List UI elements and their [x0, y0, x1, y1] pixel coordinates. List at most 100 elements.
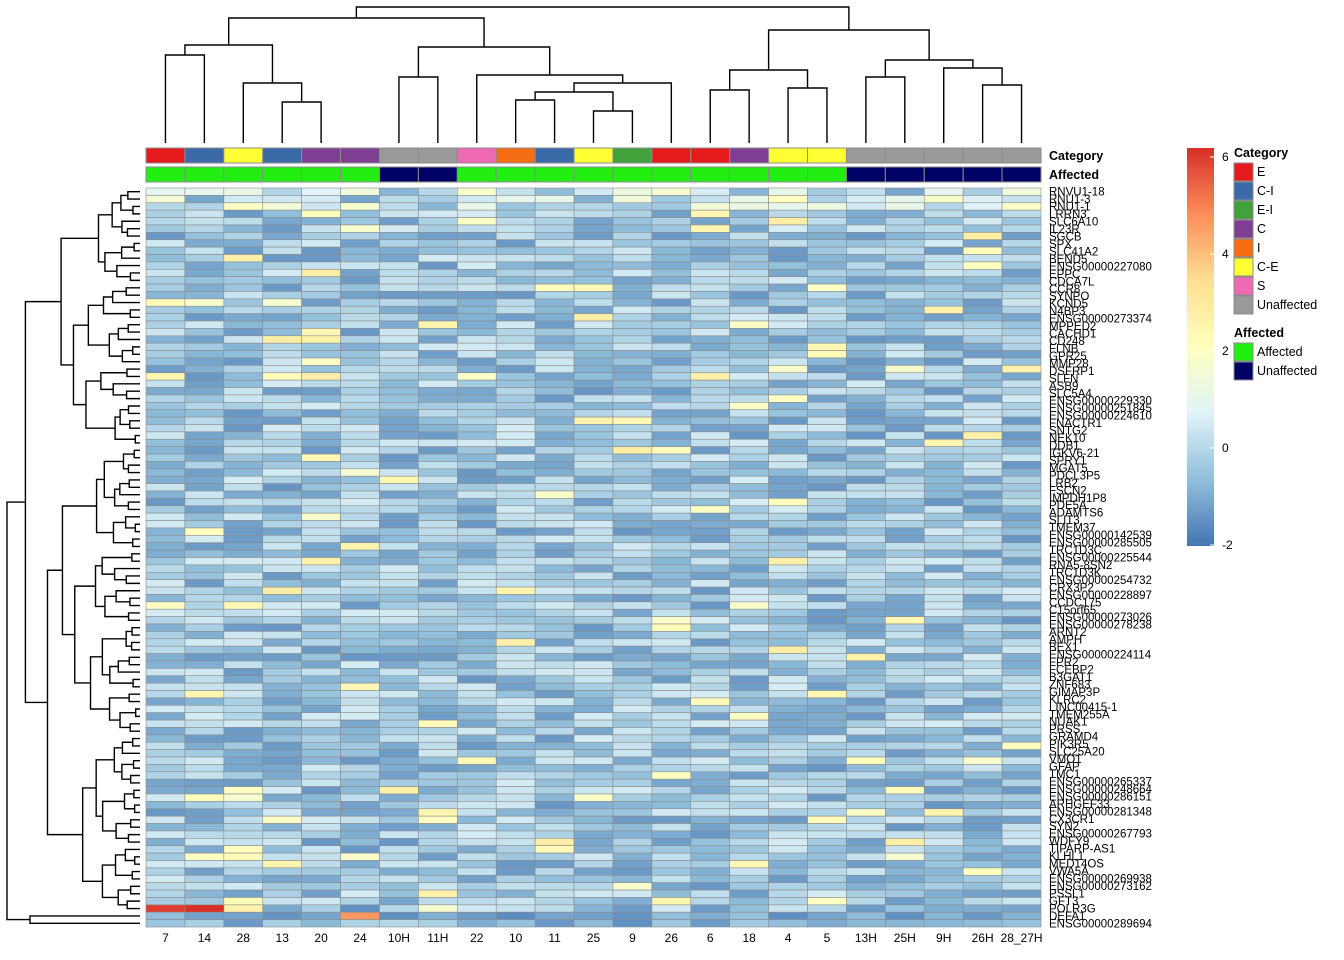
heatmap-cell [534, 291, 575, 300]
heatmap-cell [340, 512, 380, 521]
category-legend-swatch [1233, 257, 1254, 277]
heatmap-cell [262, 682, 302, 691]
heatmap-cell [846, 535, 886, 544]
dendrogram-branch [97, 214, 113, 263]
heatmap-cell [340, 919, 380, 928]
heatmap-cell [418, 453, 458, 462]
heatmap-cell [962, 512, 1003, 521]
heatmap-cell [612, 830, 653, 839]
heatmap-cell [1001, 815, 1042, 824]
affected-legend-label: Affected [1257, 345, 1303, 359]
heatmap-cell [612, 712, 653, 721]
heatmap-cell [573, 365, 614, 374]
heatmap-cell [145, 830, 186, 839]
heatmap-cell [223, 276, 264, 285]
heatmap-cell [301, 372, 341, 381]
heatmap-cell [807, 542, 847, 551]
dendrogram-branch [24, 300, 62, 704]
heatmap-cell [923, 645, 964, 654]
row-label: ENSG00000269938 [1049, 873, 1152, 885]
heatmap-cell [145, 461, 186, 470]
heatmap-cell [340, 217, 380, 226]
heatmap-cell [223, 815, 264, 824]
heatmap-cell [612, 631, 653, 640]
heatmap-cell [885, 645, 925, 654]
heatmap-cell [340, 616, 380, 625]
heatmap-cell [651, 461, 692, 470]
heatmap-cell [612, 342, 653, 351]
heatmap-cell [573, 608, 614, 617]
row-label: ENSG00000273374 [1049, 314, 1153, 326]
row-label: B3GAT1 [1049, 672, 1092, 684]
dendrogram-branch [943, 67, 1003, 143]
heatmap-cell [418, 874, 458, 883]
heatmap-cell [534, 860, 575, 869]
annotation-cell [690, 166, 731, 183]
heatmap-cell [223, 305, 264, 314]
heatmap-cell [457, 217, 497, 226]
heatmap-cell [184, 653, 225, 662]
heatmap-cell [651, 424, 692, 433]
heatmap-cell [729, 653, 769, 662]
heatmap-cell [418, 424, 458, 433]
dendrogram-branch [981, 84, 1023, 143]
heatmap-cell [690, 808, 730, 817]
heatmap-cell [885, 786, 925, 795]
heatmap-cell [457, 365, 497, 374]
heatmap-cell [807, 860, 847, 869]
heatmap-cell [340, 771, 380, 780]
heatmap-cell [495, 668, 536, 677]
heatmap-cell [340, 557, 380, 566]
heatmap-cell [418, 409, 458, 418]
heatmap-cell [573, 350, 614, 359]
heatmap-cell [534, 616, 575, 625]
heatmap-cell [457, 594, 497, 603]
heatmap-cell [651, 889, 692, 898]
heatmap-cell [262, 409, 302, 418]
heatmap-cell [457, 512, 497, 521]
heatmap-cell [729, 313, 769, 322]
heatmap-cell [612, 542, 653, 551]
column-label: 28 [237, 931, 251, 945]
heatmap-cell [573, 734, 614, 743]
heatmap-cell [651, 697, 692, 706]
heatmap-cell [457, 320, 497, 329]
heatmap-cell [418, 845, 458, 854]
heatmap-cell [612, 187, 653, 196]
heatmap-cell [885, 734, 925, 743]
heatmap-cell [1001, 631, 1042, 640]
heatmap-cell [651, 608, 692, 617]
heatmap-cell [729, 838, 769, 847]
heatmap-cell [534, 187, 575, 196]
heatmap-cell [418, 402, 458, 410]
dendrogram-branch [115, 590, 140, 603]
dendrogram-branch [111, 290, 140, 304]
heatmap-cell [340, 668, 380, 677]
row-label: SLC41A2 [1049, 246, 1098, 258]
annotation-cell [378, 166, 419, 183]
heatmap-cell [729, 852, 769, 861]
heatmap-cell [846, 719, 886, 728]
heatmap-cell [962, 328, 1003, 337]
heatmap-cell [923, 571, 964, 580]
heatmap-cell [418, 490, 458, 499]
heatmap-cell [457, 830, 497, 839]
heatmap-cell [1001, 756, 1042, 765]
heatmap-cell [301, 882, 341, 891]
heatmap-cell [262, 402, 302, 410]
heatmap-cell [379, 697, 419, 706]
heatmap-cell [1001, 195, 1042, 204]
heatmap-cell [184, 498, 225, 507]
heatmap-cell [729, 328, 769, 337]
heatmap-cell [145, 387, 186, 396]
heatmap-cell [612, 749, 653, 758]
heatmap-cell [923, 764, 964, 773]
heatmap-cell [457, 431, 497, 440]
heatmap-cell [612, 254, 653, 263]
heatmap-cell [418, 675, 458, 684]
heatmap-cell [301, 446, 341, 455]
heatmap-cell [768, 453, 808, 462]
heatmap-cell [768, 402, 808, 410]
heatmap-cell [1001, 564, 1042, 573]
heatmap-cell [379, 860, 419, 869]
